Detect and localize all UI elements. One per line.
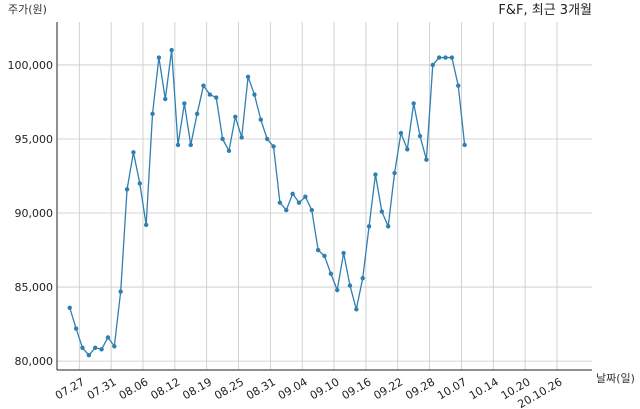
data-point	[417, 133, 423, 139]
data-point	[118, 289, 123, 294]
data-point	[252, 92, 257, 97]
data-point	[373, 172, 378, 177]
data-point	[264, 136, 270, 142]
data-point	[443, 55, 448, 60]
data-point	[131, 150, 136, 155]
x-tick-label: 07.27	[53, 375, 87, 402]
data-point	[335, 287, 340, 293]
grid-lines	[57, 22, 592, 370]
data-point	[233, 114, 238, 119]
data-point	[347, 283, 353, 288]
data-point	[194, 111, 200, 117]
data-point	[436, 55, 442, 60]
data-point	[207, 92, 213, 97]
data-point	[188, 142, 193, 148]
data-point	[405, 147, 410, 152]
data-point	[322, 253, 327, 259]
data-point	[411, 101, 416, 106]
data-point	[296, 200, 302, 205]
data-point	[277, 200, 283, 205]
chart-title: F&F, 최근 3개월	[498, 3, 592, 18]
data-point	[214, 95, 219, 100]
y-tick-label: 90,000	[15, 207, 54, 220]
data-point	[271, 144, 276, 149]
data-point	[398, 130, 404, 136]
data-point	[290, 191, 295, 196]
data-point	[385, 224, 391, 229]
x-tick-label: 09.04	[276, 375, 310, 402]
data-point	[175, 142, 181, 148]
data-point	[169, 47, 174, 53]
data-point	[226, 148, 232, 154]
data-point	[341, 250, 346, 256]
data-point	[124, 187, 130, 192]
data-point	[258, 117, 264, 122]
x-tick-label: 08.25	[212, 375, 246, 402]
data-point	[462, 142, 467, 148]
y-tick-labels: 80,000 85,000 90,000 95,000 100,000	[8, 59, 54, 368]
data-point	[112, 344, 117, 349]
x-tick-label: 09.28	[403, 375, 437, 402]
x-axis-label: 날짜(일)	[596, 371, 635, 385]
x-tick-label: 08.19	[180, 375, 214, 402]
data-point	[156, 55, 162, 60]
series-line	[69, 50, 466, 357]
data-point	[150, 111, 155, 117]
data-point	[80, 345, 85, 350]
y-axis-label: 주가(원)	[8, 3, 47, 16]
x-tick-label: 09.22	[371, 375, 405, 402]
data-point	[424, 157, 429, 162]
data-point	[73, 326, 79, 331]
y-tick-label: 95,000	[15, 133, 54, 146]
data-point	[379, 209, 385, 214]
data-point	[105, 335, 111, 340]
x-tick-label: 08.31	[244, 375, 278, 402]
x-tick-label: 10.14	[467, 375, 501, 402]
series-price	[67, 47, 467, 358]
data-point	[328, 271, 334, 276]
data-point	[303, 194, 308, 199]
data-point	[309, 207, 314, 213]
data-point	[245, 74, 251, 79]
data-point	[366, 224, 372, 229]
data-point	[220, 136, 225, 142]
x-tick-label: 07.31	[85, 375, 119, 402]
data-point	[392, 170, 397, 176]
x-tick-label: 09.10	[308, 375, 342, 402]
x-tick-labels: 07.2707.3108.0608.1208.1908.2508.3109.04…	[53, 375, 564, 409]
x-tick-label: 08.12	[149, 375, 183, 402]
data-point	[430, 62, 435, 68]
data-point	[360, 275, 365, 281]
data-point	[143, 222, 149, 228]
data-point	[449, 55, 455, 60]
data-point	[182, 101, 187, 106]
data-point	[99, 347, 104, 352]
data-point	[163, 96, 168, 102]
data-point	[284, 207, 289, 213]
data-point	[137, 181, 142, 186]
data-point	[315, 247, 321, 253]
y-tick-label: 100,000	[8, 59, 54, 72]
data-point	[354, 307, 359, 312]
data-point	[93, 345, 98, 350]
data-point	[67, 305, 72, 311]
data-point	[456, 83, 461, 88]
data-point	[86, 352, 92, 358]
y-tick-label: 85,000	[15, 281, 54, 294]
x-tick-label: 09.16	[340, 375, 374, 402]
x-tick-label: 08.06	[117, 375, 151, 402]
y-tick-label: 80,000	[15, 355, 54, 368]
x-tick-label: 10.07	[435, 375, 469, 402]
data-point	[201, 83, 206, 88]
data-point	[239, 135, 244, 140]
axes	[56, 22, 592, 371]
